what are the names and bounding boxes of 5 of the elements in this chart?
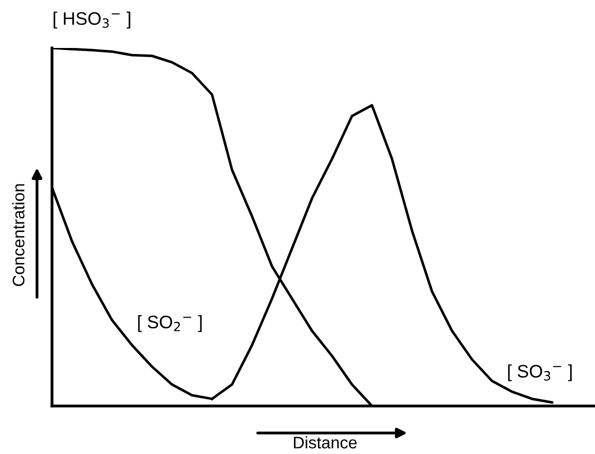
series-label: [ SO$_{2}$$^{−}$ ] [138, 315, 202, 332]
x-axis-title: Distance [294, 436, 357, 448]
series-label: [ SO$_{3}$$^{−}$ ] [508, 364, 572, 382]
y-axis-title: Concentration [12, 184, 24, 286]
series-label: [ HSO$_{3}$$^{−}$ ] [54, 12, 130, 28]
